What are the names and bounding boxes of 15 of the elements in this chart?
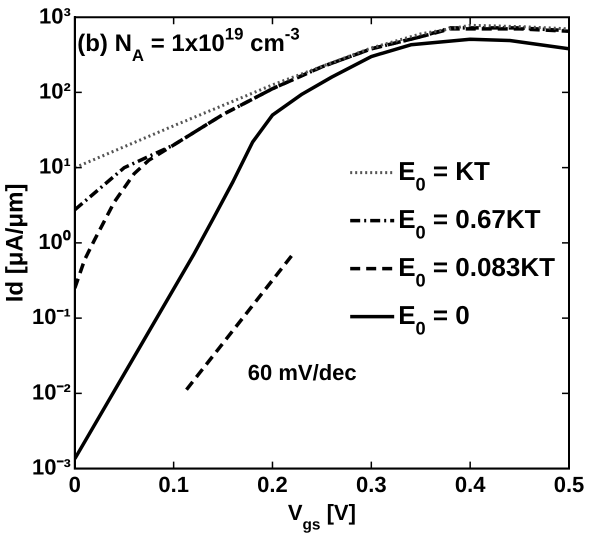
y-axis-title: Id [μA/μm] xyxy=(2,184,29,302)
y-tick-label: 10⁻¹ xyxy=(32,304,71,330)
y-tick-label: 10⁰ xyxy=(38,228,71,254)
y-tick-label: 10¹ xyxy=(39,154,71,179)
x-tick-label: 0.3 xyxy=(356,472,387,497)
y-tick-label: 10³ xyxy=(39,3,71,28)
x-tick-label: 0.5 xyxy=(554,472,584,497)
annotation: 60 mV/dec xyxy=(248,360,357,385)
y-tick-label: 10² xyxy=(39,78,71,104)
x-tick-label: 0.1 xyxy=(158,472,189,497)
y-tick-label: 10⁻³ xyxy=(32,454,71,480)
x-tick-label: 0.2 xyxy=(257,472,288,497)
y-tick-label: 10⁻² xyxy=(32,379,71,404)
x-tick-label: 0 xyxy=(68,472,81,497)
x-tick-label: 0.4 xyxy=(454,472,486,497)
